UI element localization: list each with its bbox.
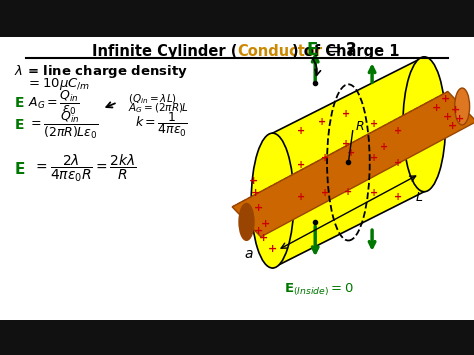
Text: +: +: [297, 192, 305, 202]
Text: +: +: [394, 126, 402, 136]
Text: $= 10\mu C_{/m}$: $= 10\mu C_{/m}$: [26, 77, 91, 92]
Text: $\lambda$ = line charge density: $\lambda$ = line charge density: [14, 62, 188, 80]
Text: +: +: [346, 148, 355, 158]
Ellipse shape: [251, 133, 294, 268]
Text: +: +: [249, 176, 258, 186]
Text: $\mathbf{E}_{(Inside)} = 0$: $\mathbf{E}_{(Inside)} = 0$: [284, 281, 355, 297]
Text: +: +: [380, 142, 388, 152]
Text: +: +: [258, 233, 268, 243]
Polygon shape: [232, 92, 474, 237]
Text: +: +: [441, 94, 450, 104]
Text: $\mathbf{E}$: $\mathbf{E}$: [14, 118, 25, 132]
Text: +: +: [320, 189, 329, 198]
Bar: [0, 320, 474, 355]
Text: +: +: [297, 160, 305, 170]
Text: +: +: [342, 109, 350, 119]
Text: Conductor: Conductor: [237, 44, 322, 59]
Text: $L$: $L$: [415, 191, 423, 203]
Text: +: +: [370, 189, 379, 198]
Text: $a$: $a$: [244, 247, 254, 261]
Text: +: +: [394, 192, 402, 202]
Text: +: +: [431, 103, 441, 113]
Bar: [0, 0, 474, 37]
Text: +: +: [254, 203, 263, 213]
Text: +: +: [318, 118, 327, 127]
Text: +: +: [297, 126, 305, 136]
Text: $= \dfrac{2\lambda}{4\pi\varepsilon_0 R} = \dfrac{2k\lambda}{R}$: $= \dfrac{2\lambda}{4\pi\varepsilon_0 R}…: [33, 153, 137, 185]
Ellipse shape: [403, 57, 446, 192]
Text: $R$: $R$: [355, 120, 364, 132]
Text: +: +: [443, 112, 453, 122]
Text: +: +: [254, 226, 263, 236]
Text: $\mathbf{E}$: $\mathbf{E}$: [14, 160, 26, 177]
Text: $A_G = (2\pi R)L$: $A_G = (2\pi R)L$: [128, 102, 189, 115]
Polygon shape: [273, 57, 424, 268]
Text: +: +: [370, 153, 379, 163]
Text: +: +: [370, 119, 379, 129]
Text: Infinite Cylinder (: Infinite Cylinder (: [91, 44, 237, 59]
Text: $k = \dfrac{1}{4\pi\varepsilon_0}$: $k = \dfrac{1}{4\pi\varepsilon_0}$: [135, 111, 188, 139]
Text: $= \dfrac{Q_{in}}{(2\pi R)L\varepsilon_0}$: $= \dfrac{Q_{in}}{(2\pi R)L\varepsilon_0…: [28, 109, 99, 141]
Ellipse shape: [455, 88, 470, 125]
Text: +: +: [261, 219, 270, 229]
Text: +: +: [268, 244, 277, 253]
Text: +: +: [344, 187, 353, 197]
Text: $= \mathbf{?}$: $= \mathbf{?}$: [323, 42, 356, 59]
Text: +: +: [394, 158, 402, 168]
Text: +: +: [251, 189, 261, 198]
Text: ) of Charge 1: ) of Charge 1: [292, 44, 400, 59]
Ellipse shape: [239, 203, 254, 240]
Text: Infinite Cylinder (​Conductor​) of Charge 1: Infinite Cylinder (​Conductor​) of Charg…: [68, 44, 406, 59]
Text: +: +: [320, 153, 329, 163]
Text: +: +: [455, 114, 465, 124]
Text: $(Q_{in}= \lambda L)$: $(Q_{in}= \lambda L)$: [128, 93, 177, 106]
Text: +: +: [450, 105, 460, 115]
Text: +: +: [448, 121, 457, 131]
Text: $A_G = \dfrac{Q_{in}}{\varepsilon_0}$: $A_G = \dfrac{Q_{in}}{\varepsilon_0}$: [28, 89, 80, 117]
Text: +: +: [342, 139, 350, 149]
Text: $\mathbf{E}$: $\mathbf{E}$: [14, 96, 25, 110]
Text: $\mathbf{E}$: $\mathbf{E}$: [306, 42, 318, 59]
